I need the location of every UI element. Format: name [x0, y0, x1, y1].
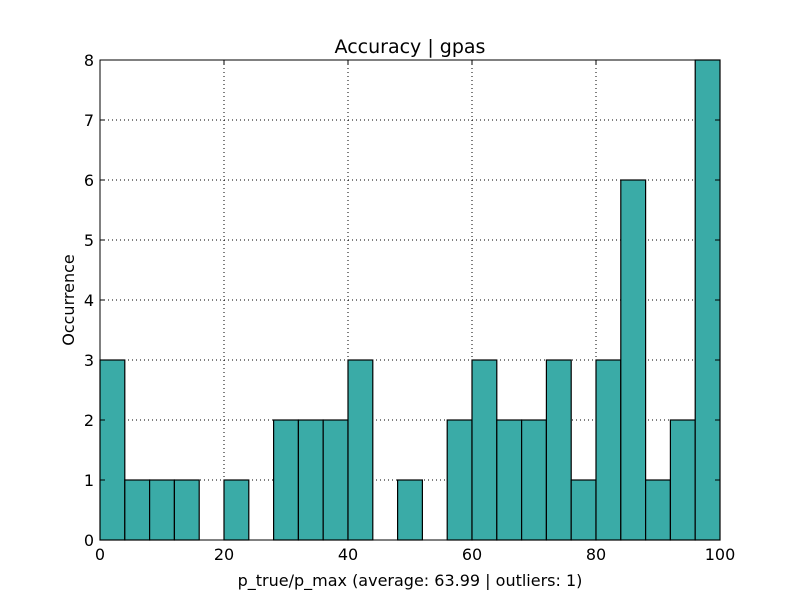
y-tick-label: 5 [84, 231, 94, 250]
histogram-bar [496, 419, 523, 541]
histogram-bar [99, 359, 126, 541]
bars [99, 59, 721, 541]
histogram-bar [644, 479, 671, 541]
x-tick-label: 0 [95, 545, 105, 564]
x-axis-label: p_true/p_max (average: 63.99 | outliers:… [238, 571, 583, 591]
histogram-bar [347, 359, 374, 541]
y-tick-label: 0 [84, 531, 94, 550]
histogram-bar [570, 479, 597, 541]
x-tick-label: 40 [338, 545, 358, 564]
histogram-bar [545, 359, 572, 541]
y-axis-label: Occurrence [59, 254, 78, 345]
histogram-bar [223, 479, 250, 541]
histogram-bar [273, 419, 300, 541]
y-tick-label: 2 [84, 411, 94, 430]
x-tick-label: 20 [214, 545, 234, 564]
histogram-bar [595, 359, 622, 541]
histogram-bar [397, 479, 424, 541]
y-tick-label: 3 [84, 351, 94, 370]
x-tick-label: 100 [705, 545, 736, 564]
histogram-bar [322, 419, 349, 541]
histogram-bar [446, 419, 473, 541]
histogram-bar [520, 419, 547, 541]
histogram-bar [471, 359, 498, 541]
y-tick-label: 8 [84, 51, 94, 70]
x-tick-label: 60 [462, 545, 482, 564]
histogram-bar [124, 479, 151, 541]
histogram-bar [173, 479, 200, 541]
histogram-bar [149, 479, 176, 541]
x-tick-label: 80 [586, 545, 606, 564]
y-tick-label: 7 [84, 111, 94, 130]
histogram-bar [669, 419, 696, 541]
y-tick-label: 6 [84, 171, 94, 190]
chart-title: Accuracy | gpas [335, 36, 486, 58]
histogram-bar [620, 179, 647, 541]
y-tick-label: 4 [84, 291, 94, 310]
tick-labels: 0 20 40 60 80 100 0 1 2 3 4 5 6 7 8 [84, 51, 735, 564]
histogram-bar [297, 419, 324, 541]
y-tick-label: 1 [84, 471, 94, 490]
tick-marks [99, 59, 721, 541]
